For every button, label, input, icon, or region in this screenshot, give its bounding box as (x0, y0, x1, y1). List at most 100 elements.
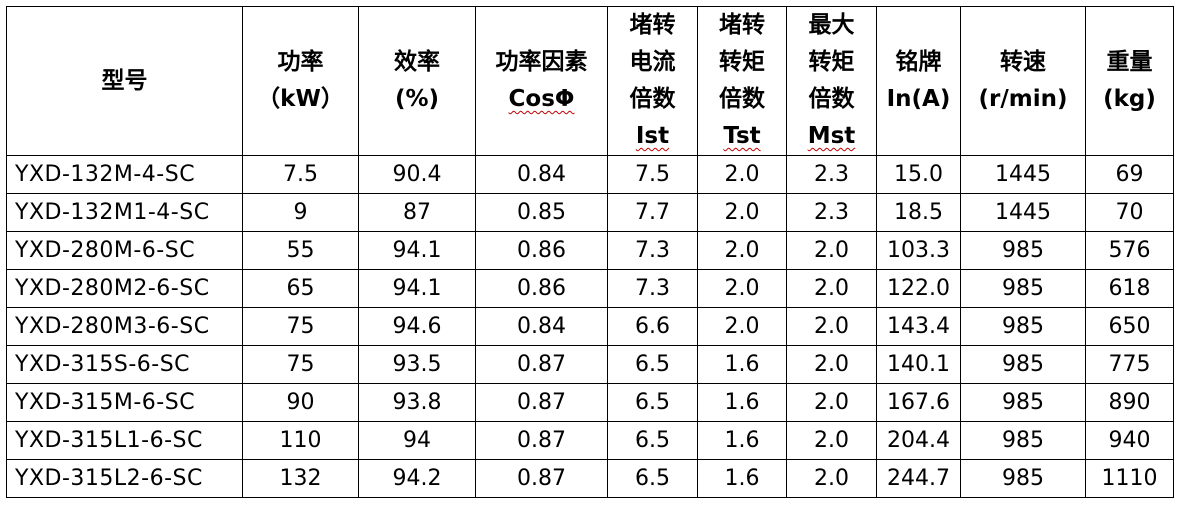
cell-speed: 985 (960, 421, 1086, 460)
header-mst-line-1: 最大 (808, 12, 855, 38)
cell-mst: 2.3 (786, 155, 877, 194)
cell-power-factor: 0.86 (475, 231, 608, 270)
cell-model: YXD-315L1-6-SC (6, 421, 243, 460)
cell-power-factor: 0.86 (475, 269, 608, 308)
cell-rated-current: 204.4 (876, 421, 961, 460)
header-tst-symbol: Tst (723, 123, 761, 149)
cell-rated-current: 140.1 (876, 345, 961, 384)
cell-tst: 1.6 (697, 459, 787, 498)
header-power-factor: 功率因素 CosΦ (475, 6, 608, 156)
header-rated-current-label: 铭牌 (895, 49, 942, 75)
header-ist-line-3: 倍数 (629, 86, 676, 112)
cell-weight: 650 (1085, 307, 1174, 346)
cell-ist: 6.5 (607, 345, 698, 384)
cell-speed: 985 (960, 269, 1086, 308)
header-ist-line-1: 堵转 (629, 12, 676, 38)
table-row: YXD-280M2-6-SC 65 94.1 0.86 7.3 2.0 2.0 122.0 98… (6, 269, 1174, 308)
table-row: YXD-280M-6-SC 55 94.1 0.86 7.3 2.0 2.0 103.3 985… (6, 231, 1174, 270)
header-ist-line-2: 电流 (629, 49, 676, 75)
cell-mst: 2.0 (786, 307, 877, 346)
header-weight: 重量 (kg) (1085, 6, 1174, 156)
header-ist-symbol: Ist (635, 123, 670, 149)
cell-mst: 2.0 (786, 383, 877, 422)
cell-model: YXD-280M3-6-SC (6, 307, 243, 346)
cell-power-factor: 0.85 (475, 193, 608, 232)
header-power-factor-label: 功率因素 (495, 49, 588, 75)
cell-ist: 6.5 (607, 383, 698, 422)
table-row: YXD-315M-6-SC 90 93.8 0.87 6.5 1.6 2.0 167.6 985… (6, 383, 1174, 422)
cell-power: 110 (242, 421, 359, 460)
cell-efficiency: 94.1 (358, 269, 476, 308)
cell-weight: 618 (1085, 269, 1174, 308)
cell-mst: 2.0 (786, 421, 877, 460)
cell-tst: 2.0 (697, 155, 787, 194)
cell-tst: 2.0 (697, 269, 787, 308)
cell-tst: 2.0 (697, 307, 787, 346)
cell-power: 132 (242, 459, 359, 498)
cell-speed: 1445 (960, 193, 1086, 232)
cell-ist: 7.7 (607, 193, 698, 232)
cell-efficiency: 87 (358, 193, 476, 232)
header-efficiency-label: 效率 (394, 49, 440, 75)
cell-tst: 2.0 (697, 231, 787, 270)
header-speed-label: 转速 (1000, 49, 1046, 75)
header-mst-line-2: 转矩 (808, 49, 855, 75)
cell-model: YXD-315M-6-SC (6, 383, 243, 422)
motor-spec-table-container: 型号 功率 （kW） 效率 (%) 功率因素 CosΦ 堵转 电流 倍数 (6, 6, 1174, 498)
cell-model: YXD-280M-6-SC (6, 231, 243, 270)
cell-rated-current: 143.4 (876, 307, 961, 346)
table-body: YXD-132M-4-SC 7.5 90.4 0.84 7.5 2.0 2.3 15.0 144… (6, 155, 1174, 498)
cell-ist: 6.5 (607, 421, 698, 460)
table-row: YXD-315L2-6-SC 132 94.2 0.87 6.5 1.6 2.0 244.7 9… (6, 459, 1174, 498)
cell-ist: 7.3 (607, 231, 698, 270)
cell-efficiency: 93.5 (358, 345, 476, 384)
cell-power: 7.5 (242, 155, 359, 194)
header-power-label: 功率 (277, 49, 324, 75)
cell-power: 90 (242, 383, 359, 422)
cell-rated-current: 167.6 (876, 383, 961, 422)
cell-efficiency: 94 (358, 421, 476, 460)
header-max-torque: 最大 转矩 倍数 Mst (786, 6, 877, 156)
cell-model: YXD-280M2-6-SC (6, 269, 243, 308)
header-mst-line-3: 倍数 (808, 86, 855, 112)
cell-power: 55 (242, 231, 359, 270)
cell-weight: 1110 (1085, 459, 1174, 498)
cell-speed: 985 (960, 307, 1086, 346)
cell-power-factor: 0.87 (475, 459, 608, 498)
header-speed-unit: (r/min) (978, 86, 1068, 112)
cell-power-factor: 0.84 (475, 307, 608, 346)
cell-power-factor: 0.87 (475, 383, 608, 422)
header-mst-symbol: Mst (807, 123, 856, 149)
cell-tst: 1.6 (697, 383, 787, 422)
header-power-unit: （kW） (257, 86, 344, 112)
header-power-factor-symbol: CosΦ (508, 86, 575, 112)
header-rated-current: 铭牌 In(A) (876, 6, 961, 156)
header-weight-label: 重量 (1106, 49, 1153, 75)
cell-efficiency: 90.4 (358, 155, 476, 194)
header-tst-line-3: 倍数 (719, 86, 765, 112)
cell-rated-current: 103.3 (876, 231, 961, 270)
header-power: 功率 （kW） (242, 6, 359, 156)
cell-weight: 890 (1085, 383, 1174, 422)
cell-tst: 1.6 (697, 345, 787, 384)
cell-power-factor: 0.87 (475, 421, 608, 460)
cell-tst: 1.6 (697, 421, 787, 460)
header-model: 型号 (6, 6, 243, 156)
cell-mst: 2.0 (786, 231, 877, 270)
cell-weight: 940 (1085, 421, 1174, 460)
cell-efficiency: 93.8 (358, 383, 476, 422)
cell-mst: 2.3 (786, 193, 877, 232)
header-rated-current-unit: In(A) (886, 86, 951, 112)
header-locked-rotor-torque: 堵转 转矩 倍数 Tst (697, 6, 787, 156)
cell-efficiency: 94.1 (358, 231, 476, 270)
cell-efficiency: 94.2 (358, 459, 476, 498)
cell-power-factor: 0.84 (475, 155, 608, 194)
cell-rated-current: 18.5 (876, 193, 961, 232)
cell-power-factor: 0.87 (475, 345, 608, 384)
table-row: YXD-132M-4-SC 7.5 90.4 0.84 7.5 2.0 2.3 15.0 144… (6, 155, 1174, 194)
cell-rated-current: 15.0 (876, 155, 961, 194)
header-weight-unit: (kg) (1103, 86, 1156, 112)
cell-rated-current: 122.0 (876, 269, 961, 308)
table-row: YXD-315S-6-SC 75 93.5 0.87 6.5 1.6 2.0 140.1 985… (6, 345, 1174, 384)
cell-ist: 7.5 (607, 155, 698, 194)
